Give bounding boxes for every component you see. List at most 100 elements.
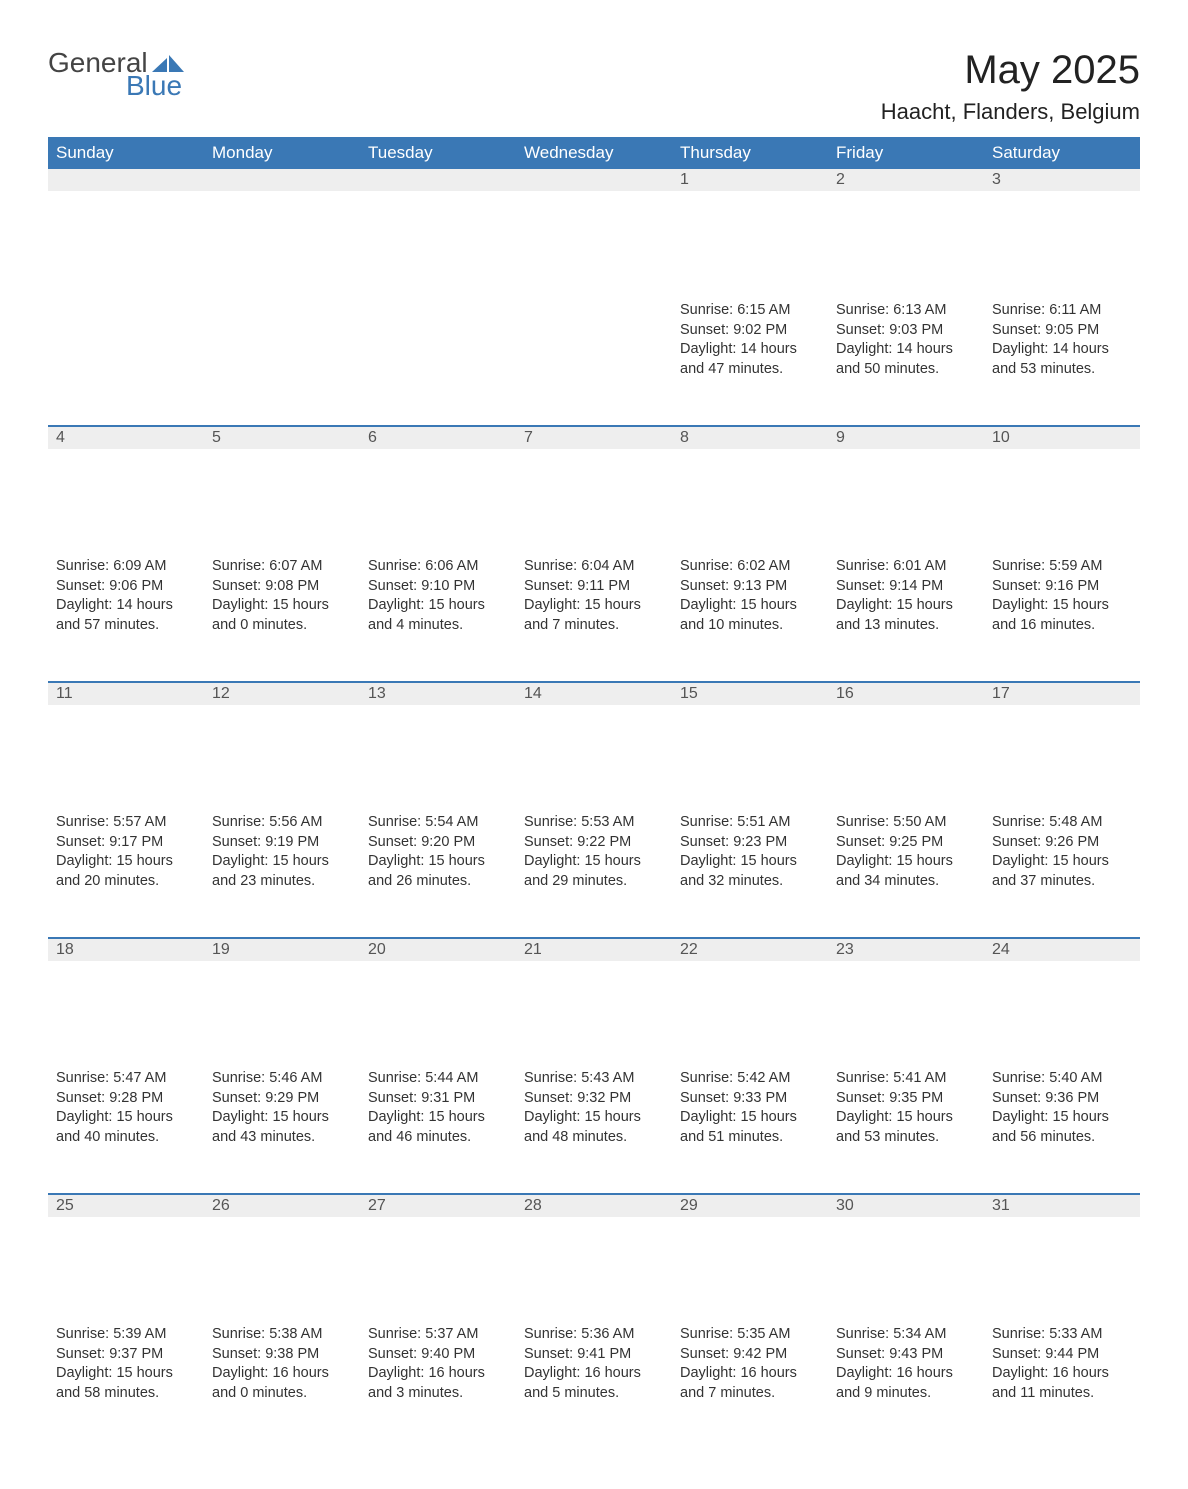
weekday-header: Sunday — [48, 137, 204, 169]
day-body: Sunrise: 5:38 AMSunset: 9:38 PMDaylight:… — [204, 1321, 360, 1421]
day-body: Sunrise: 6:07 AMSunset: 9:08 PMDaylight:… — [204, 553, 360, 653]
empty-day — [516, 169, 672, 191]
daylight-line: Daylight: 16 hours and 11 minutes. — [992, 1364, 1132, 1403]
daylight-line: Daylight: 15 hours and 58 minutes. — [56, 1364, 196, 1403]
day-body: Sunrise: 5:41 AMSunset: 9:35 PMDaylight:… — [828, 1065, 984, 1165]
sunrise-line: Sunrise: 6:15 AM — [680, 301, 820, 321]
day-number: 3 — [984, 169, 1140, 191]
sunrise-line: Sunrise: 5:48 AM — [992, 813, 1132, 833]
sunrise-line: Sunrise: 5:46 AM — [212, 1069, 352, 1089]
sunrise-line: Sunrise: 6:06 AM — [368, 557, 508, 577]
day-number: 31 — [984, 1193, 1140, 1217]
weekday-header: Thursday — [672, 137, 828, 169]
daylight-line: Daylight: 15 hours and 46 minutes. — [368, 1108, 508, 1147]
day-number: 10 — [984, 425, 1140, 449]
day-number: 24 — [984, 937, 1140, 961]
week-body-row: Sunrise: 5:39 AMSunset: 9:37 PMDaylight:… — [48, 1321, 1140, 1449]
day-number: 29 — [672, 1193, 828, 1217]
calendar-table: SundayMondayTuesdayWednesdayThursdayFrid… — [48, 137, 1140, 1449]
daylight-line: Daylight: 14 hours and 47 minutes. — [680, 340, 820, 379]
week-number-row: 123 — [48, 169, 1140, 297]
day-body: Sunrise: 5:33 AMSunset: 9:44 PMDaylight:… — [984, 1321, 1140, 1421]
daylight-line: Daylight: 15 hours and 4 minutes. — [368, 596, 508, 635]
sunset-line: Sunset: 9:36 PM — [992, 1089, 1132, 1109]
day-number: 1 — [672, 169, 828, 191]
day-number: 26 — [204, 1193, 360, 1217]
day-number: 19 — [204, 937, 360, 961]
sunrise-line: Sunrise: 5:50 AM — [836, 813, 976, 833]
empty-day — [48, 169, 204, 191]
daylight-line: Daylight: 16 hours and 5 minutes. — [524, 1364, 664, 1403]
sunset-line: Sunset: 9:32 PM — [524, 1089, 664, 1109]
sunrise-line: Sunrise: 6:01 AM — [836, 557, 976, 577]
weekday-header-row: SundayMondayTuesdayWednesdayThursdayFrid… — [48, 137, 1140, 169]
brand-logo: General Blue — [48, 48, 186, 101]
sunrise-line: Sunrise: 5:53 AM — [524, 813, 664, 833]
sunset-line: Sunset: 9:42 PM — [680, 1345, 820, 1365]
day-body: Sunrise: 5:50 AMSunset: 9:25 PMDaylight:… — [828, 809, 984, 909]
day-body: Sunrise: 5:34 AMSunset: 9:43 PMDaylight:… — [828, 1321, 984, 1421]
sunrise-line: Sunrise: 6:02 AM — [680, 557, 820, 577]
day-number: 12 — [204, 681, 360, 705]
day-body: Sunrise: 6:09 AMSunset: 9:06 PMDaylight:… — [48, 553, 204, 653]
sunrise-line: Sunrise: 6:04 AM — [524, 557, 664, 577]
daylight-line: Daylight: 16 hours and 3 minutes. — [368, 1364, 508, 1403]
day-number: 15 — [672, 681, 828, 705]
sunset-line: Sunset: 9:35 PM — [836, 1089, 976, 1109]
day-number: 9 — [828, 425, 984, 449]
day-number: 28 — [516, 1193, 672, 1217]
daylight-line: Daylight: 15 hours and 53 minutes. — [836, 1108, 976, 1147]
week-body-row: Sunrise: 6:09 AMSunset: 9:06 PMDaylight:… — [48, 553, 1140, 681]
sunset-line: Sunset: 9:05 PM — [992, 321, 1132, 341]
sunset-line: Sunset: 9:40 PM — [368, 1345, 508, 1365]
day-body: Sunrise: 5:43 AMSunset: 9:32 PMDaylight:… — [516, 1065, 672, 1165]
sunset-line: Sunset: 9:29 PM — [212, 1089, 352, 1109]
sunrise-line: Sunrise: 5:37 AM — [368, 1325, 508, 1345]
location-label: Haacht, Flanders, Belgium — [881, 99, 1140, 125]
day-body: Sunrise: 5:53 AMSunset: 9:22 PMDaylight:… — [516, 809, 672, 909]
sunset-line: Sunset: 9:28 PM — [56, 1089, 196, 1109]
daylight-line: Daylight: 15 hours and 29 minutes. — [524, 852, 664, 891]
day-body: Sunrise: 5:40 AMSunset: 9:36 PMDaylight:… — [984, 1065, 1140, 1165]
daylight-line: Daylight: 15 hours and 32 minutes. — [680, 852, 820, 891]
daylight-line: Daylight: 15 hours and 56 minutes. — [992, 1108, 1132, 1147]
day-body: Sunrise: 5:48 AMSunset: 9:26 PMDaylight:… — [984, 809, 1140, 909]
daylight-line: Daylight: 15 hours and 13 minutes. — [836, 596, 976, 635]
daylight-line: Daylight: 14 hours and 57 minutes. — [56, 596, 196, 635]
sunset-line: Sunset: 9:43 PM — [836, 1345, 976, 1365]
weekday-header: Saturday — [984, 137, 1140, 169]
daylight-line: Daylight: 15 hours and 23 minutes. — [212, 852, 352, 891]
sunrise-line: Sunrise: 5:43 AM — [524, 1069, 664, 1089]
daylight-line: Daylight: 15 hours and 51 minutes. — [680, 1108, 820, 1147]
sunrise-line: Sunrise: 5:39 AM — [56, 1325, 196, 1345]
day-number: 17 — [984, 681, 1140, 705]
sunset-line: Sunset: 9:20 PM — [368, 833, 508, 853]
day-number: 25 — [48, 1193, 204, 1217]
sunrise-line: Sunrise: 5:35 AM — [680, 1325, 820, 1345]
sunset-line: Sunset: 9:13 PM — [680, 577, 820, 597]
day-number: 18 — [48, 937, 204, 961]
sunrise-line: Sunrise: 5:41 AM — [836, 1069, 976, 1089]
day-number: 20 — [360, 937, 516, 961]
daylight-line: Daylight: 15 hours and 16 minutes. — [992, 596, 1132, 635]
sunset-line: Sunset: 9:44 PM — [992, 1345, 1132, 1365]
sunset-line: Sunset: 9:33 PM — [680, 1089, 820, 1109]
day-body: Sunrise: 5:51 AMSunset: 9:23 PMDaylight:… — [672, 809, 828, 909]
sunset-line: Sunset: 9:41 PM — [524, 1345, 664, 1365]
sunset-line: Sunset: 9:23 PM — [680, 833, 820, 853]
day-body: Sunrise: 5:59 AMSunset: 9:16 PMDaylight:… — [984, 553, 1140, 653]
day-number: 13 — [360, 681, 516, 705]
daylight-line: Daylight: 15 hours and 10 minutes. — [680, 596, 820, 635]
sunrise-line: Sunrise: 5:34 AM — [836, 1325, 976, 1345]
day-body: Sunrise: 6:02 AMSunset: 9:13 PMDaylight:… — [672, 553, 828, 653]
day-body: Sunrise: 6:13 AMSunset: 9:03 PMDaylight:… — [828, 297, 984, 397]
empty-day — [360, 169, 516, 191]
sunset-line: Sunset: 9:16 PM — [992, 577, 1132, 597]
sunset-line: Sunset: 9:19 PM — [212, 833, 352, 853]
day-number: 7 — [516, 425, 672, 449]
sunrise-line: Sunrise: 6:11 AM — [992, 301, 1132, 321]
week-body-row: Sunrise: 5:47 AMSunset: 9:28 PMDaylight:… — [48, 1065, 1140, 1193]
daylight-line: Daylight: 16 hours and 0 minutes. — [212, 1364, 352, 1403]
day-body: Sunrise: 5:47 AMSunset: 9:28 PMDaylight:… — [48, 1065, 204, 1165]
week-number-row: 18192021222324 — [48, 937, 1140, 1065]
